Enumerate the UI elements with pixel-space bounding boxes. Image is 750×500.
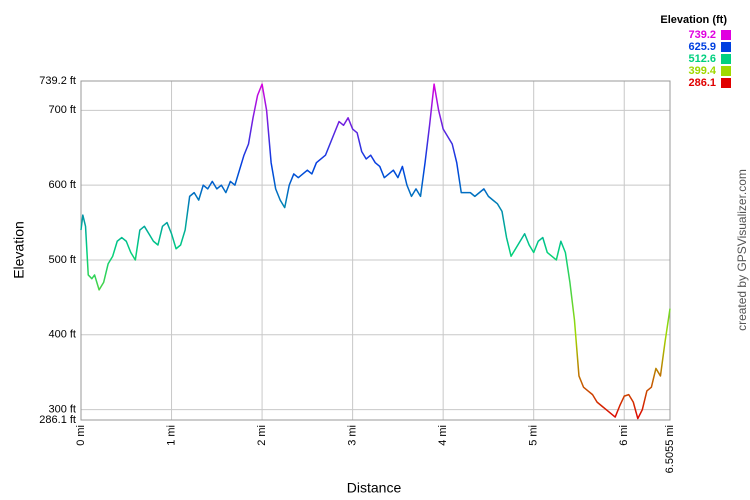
y-tick-label: 500 ft — [48, 254, 76, 266]
x-tick-label: 1 mi — [165, 425, 177, 446]
legend-value: 512.6 — [688, 53, 716, 65]
legend-swatch — [721, 54, 731, 64]
y-tick-label: 300 ft — [48, 404, 76, 416]
x-axis-label: Distance — [347, 480, 402, 496]
x-tick-label: 5 mi — [528, 425, 540, 446]
x-tick-label: 0 mi — [75, 425, 87, 446]
credit: created by GPSVisualizer.com — [735, 169, 749, 331]
legend-swatch — [721, 42, 731, 52]
y-tick-label: 400 ft — [48, 329, 76, 341]
x-tick-label: 4 mi — [437, 425, 449, 446]
x-tick-label: 6.5055 mi — [664, 425, 676, 473]
legend-value: 739.2 — [688, 29, 716, 41]
legend-value: 625.9 — [688, 41, 716, 53]
legend-value: 399.4 — [688, 65, 716, 77]
y-tick-label: 286.1 ft — [39, 414, 76, 426]
y-tick-label: 739.2 ft — [39, 75, 76, 87]
y-tick-label: 600 ft — [48, 179, 76, 191]
x-tick-label: 6 mi — [618, 425, 630, 446]
x-tick-label: 2 mi — [256, 425, 268, 446]
elevation-line — [80, 83, 671, 420]
x-tick-label: 3 mi — [347, 425, 359, 446]
legend-swatch — [721, 66, 731, 76]
legend-swatch — [721, 30, 731, 40]
y-tick-label: 700 ft — [48, 104, 76, 116]
legend-value: 286.1 — [688, 77, 716, 89]
plot-frame — [80, 80, 671, 421]
legend-swatch — [721, 78, 731, 88]
y-axis-label: Elevation — [11, 221, 27, 279]
legend-title: Elevation (ft) — [660, 14, 727, 26]
